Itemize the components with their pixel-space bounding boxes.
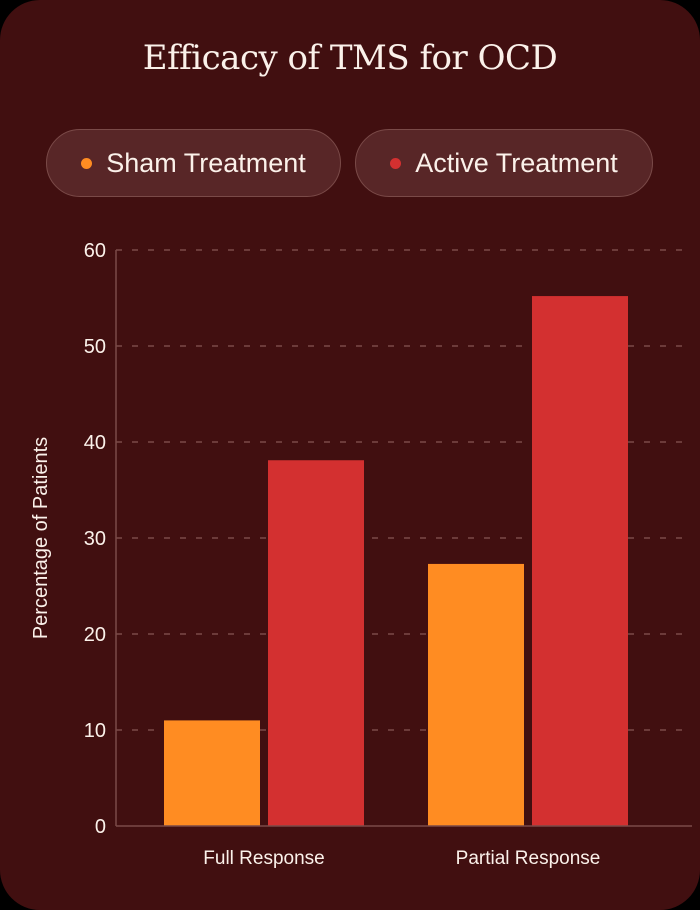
x-category-label: Full Response [203,848,324,869]
bars [164,296,628,827]
y-axis-title: Percentage of Patients [30,437,52,639]
bar-active-partial[interactable] [532,296,628,827]
y-tick-label: 20 [84,624,106,646]
legend-dot-active-icon [390,157,402,169]
y-tick-label: 60 [84,240,106,262]
bar-sham-partial[interactable] [428,563,524,826]
legend-label-sham: Sham Treatment [106,147,306,178]
y-tick-label: 10 [84,720,106,742]
x-axis-labels: Full Response Partial Response [203,848,600,869]
legend-item-sham[interactable]: Sham Treatment [46,129,341,197]
legend-label-active: Active Treatment [415,147,618,178]
x-category-label: Partial Response [456,848,601,869]
y-tick-label: 50 [84,336,106,358]
bar-active-full[interactable] [268,460,364,826]
y-axis-ticks: 0 10 20 30 40 50 60 [84,240,106,838]
bar-sham-full[interactable] [164,720,260,826]
legend-dot-sham-icon [81,157,93,169]
chart-title: Efficacy of TMS for OCD [142,38,558,78]
legend-item-active[interactable]: Active Treatment [355,129,653,197]
y-tick-label: 40 [84,432,106,454]
y-tick-label: 0 [95,816,106,838]
y-tick-label: 30 [84,528,106,550]
